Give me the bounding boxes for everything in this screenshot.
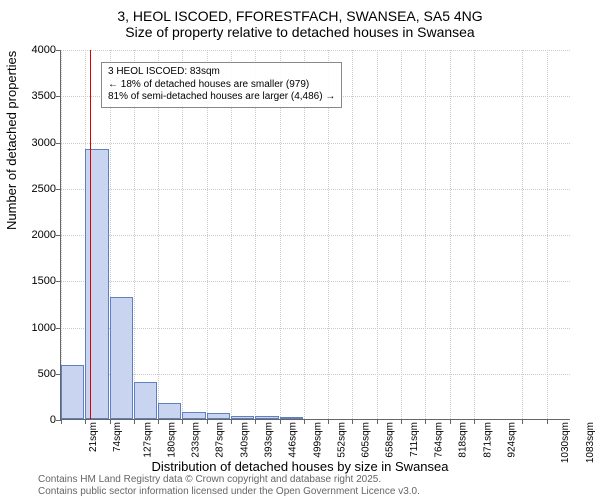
histogram-bar [280, 417, 303, 419]
xtick-mark [377, 419, 378, 424]
title-line-1: 3, HEOL ISCOED, FFORESTFACH, SWANSEA, SA… [0, 0, 600, 24]
xtick-mark [134, 419, 135, 424]
xtick-label: 233sqm [191, 422, 202, 458]
gridline-h [61, 374, 570, 375]
xtick-label: 1030sqm [561, 422, 572, 463]
annotation-line: 81% of semi-detached houses are larger (… [108, 91, 335, 104]
xtick-mark [231, 419, 232, 424]
xtick-mark [522, 419, 523, 424]
xtick-label: 818sqm [458, 422, 469, 458]
xtick-mark [158, 419, 159, 424]
xtick-label: 499sqm [312, 422, 323, 458]
gridline-v [425, 50, 426, 419]
xtick-label: 1083sqm [585, 422, 596, 463]
reference-line [90, 50, 91, 419]
xtick-label: 871sqm [482, 422, 493, 458]
xtick-mark [328, 419, 329, 424]
title-line-2: Size of property relative to detached ho… [0, 24, 600, 40]
gridline-v [377, 50, 378, 419]
annotation-line: ← 18% of detached houses are smaller (97… [108, 79, 335, 92]
xtick-label: 74sqm [112, 422, 123, 452]
footer-line-1: Contains HM Land Registry data © Crown c… [38, 474, 590, 486]
xtick-label: 180sqm [166, 422, 177, 458]
xtick-label: 711sqm [409, 422, 420, 457]
histogram-bar [255, 416, 278, 419]
xtick-mark [304, 419, 305, 424]
xtick-label: 393sqm [264, 422, 275, 458]
ytick-label: 2000 [32, 229, 56, 241]
footer-line-2: Contains public sector information licen… [38, 486, 590, 498]
histogram-bar [207, 413, 230, 419]
ytick-label: 2500 [32, 183, 56, 195]
histogram-bar [158, 403, 181, 419]
ytick-label: 3000 [32, 137, 56, 149]
xtick-label: 764sqm [434, 422, 445, 458]
ytick-label: 3500 [32, 90, 56, 102]
xtick-mark [352, 419, 353, 424]
xtick-label: 446sqm [288, 422, 299, 458]
gridline-h [61, 143, 570, 144]
gridline-v [352, 50, 353, 419]
xtick-mark [401, 419, 402, 424]
gridline-h [61, 189, 570, 190]
xtick-label: 21sqm [88, 422, 99, 452]
xtick-label: 127sqm [142, 422, 153, 458]
gridline-h [61, 235, 570, 236]
xtick-mark [474, 419, 475, 424]
gridline-v [547, 50, 548, 419]
xtick-label: 924sqm [506, 422, 517, 458]
xtick-label: 658sqm [385, 422, 396, 458]
xtick-mark [182, 419, 183, 424]
gridline-h [61, 281, 570, 282]
ytick-label: 1500 [32, 275, 56, 287]
ytick-label: 500 [38, 368, 56, 380]
gridline-v [401, 50, 402, 419]
histogram-bar [182, 412, 205, 419]
histogram-bar [231, 416, 254, 419]
xtick-mark [280, 419, 281, 424]
xtick-mark [61, 419, 62, 424]
chart-container: 3, HEOL ISCOED, FFORESTFACH, SWANSEA, SA… [0, 0, 600, 500]
gridline-v [61, 50, 62, 419]
xtick-mark [547, 419, 548, 424]
x-axis-label: Distribution of detached houses by size … [0, 459, 600, 474]
xtick-mark [450, 419, 451, 424]
footer-attribution: Contains HM Land Registry data © Crown c… [38, 474, 590, 498]
ytick-label: 0 [50, 414, 56, 426]
ytick-label: 1000 [32, 322, 56, 334]
xtick-mark [207, 419, 208, 424]
gridline-v [474, 50, 475, 419]
gridline-h [61, 328, 570, 329]
xtick-label: 605sqm [361, 422, 372, 458]
annotation-box: 3 HEOL ISCOED: 83sqm← 18% of detached ho… [101, 62, 342, 108]
gridline-v [522, 50, 523, 419]
xtick-mark [85, 419, 86, 424]
ytick-label: 4000 [32, 44, 56, 56]
histogram-bar [134, 382, 157, 419]
xtick-mark [110, 419, 111, 424]
annotation-line: 3 HEOL ISCOED: 83sqm [108, 66, 335, 79]
xtick-label: 552sqm [336, 422, 347, 458]
xtick-label: 287sqm [215, 422, 226, 458]
plot-area: 21sqm74sqm127sqm180sqm233sqm287sqm340sqm… [60, 50, 570, 420]
gridline-h [61, 50, 570, 51]
xtick-mark [255, 419, 256, 424]
y-axis-label: Number of detached properties [4, 51, 19, 230]
xtick-label: 340sqm [239, 422, 250, 458]
xtick-mark [425, 419, 426, 424]
histogram-bar [110, 297, 133, 419]
gridline-v [450, 50, 451, 419]
histogram-bar [61, 365, 84, 419]
